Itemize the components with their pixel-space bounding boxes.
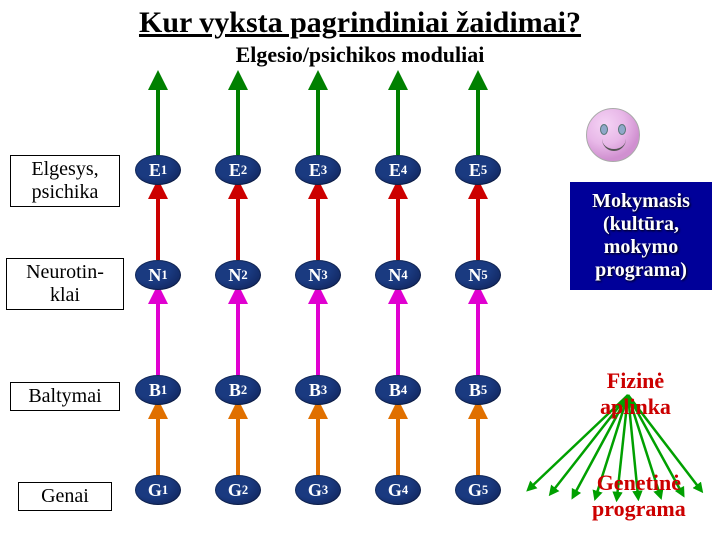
row-label-E: Elgesys,psichika [10, 155, 120, 207]
node-G2: G2 [215, 475, 261, 505]
row-label-B: Baltymai [10, 382, 120, 411]
node-N4: N4 [375, 260, 421, 290]
row-label-N: Neurotin-klai [6, 258, 124, 310]
page-title: Kur vyksta pagrindiniai žaidimai? [0, 0, 720, 40]
node-N2: N2 [215, 260, 261, 290]
node-E4: E4 [375, 155, 421, 185]
node-N3: N3 [295, 260, 341, 290]
node-E1: E1 [135, 155, 181, 185]
node-B3: B3 [295, 375, 341, 405]
side-label-1: Genetinėprograma [592, 470, 686, 522]
node-E5: E5 [455, 155, 501, 185]
side-label-0: Fizinėaplinka [600, 368, 671, 420]
node-G5: G5 [455, 475, 501, 505]
node-E3: E3 [295, 155, 341, 185]
smiley-icon [586, 108, 640, 162]
node-E2: E2 [215, 155, 261, 185]
subtitle: Elgesio/psichikos moduliai [0, 42, 720, 68]
node-N5: N5 [455, 260, 501, 290]
node-N1: N1 [135, 260, 181, 290]
node-B1: B1 [135, 375, 181, 405]
learning-box: Mokymasis(kultūra,mokymoprograma) [570, 182, 712, 290]
node-G1: G1 [135, 475, 181, 505]
node-B5: B5 [455, 375, 501, 405]
node-G3: G3 [295, 475, 341, 505]
node-B4: B4 [375, 375, 421, 405]
node-B2: B2 [215, 375, 261, 405]
row-label-G: Genai [18, 482, 112, 511]
node-G4: G4 [375, 475, 421, 505]
